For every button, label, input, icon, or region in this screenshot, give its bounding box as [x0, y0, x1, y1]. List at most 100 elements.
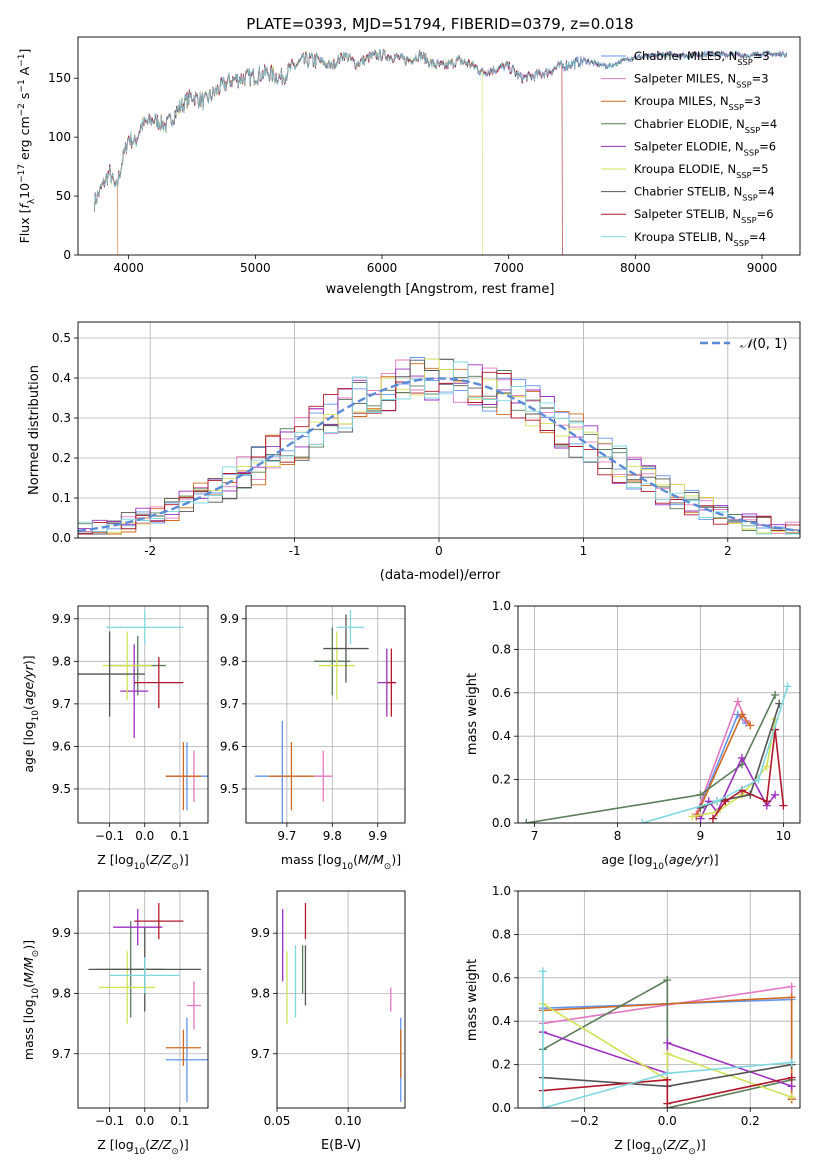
x-tick-label: 9.9 [368, 829, 387, 843]
weight-marker [787, 1082, 796, 1091]
x-tick-label: 0.0 [135, 829, 154, 843]
y-tick-label: 0.3 [52, 411, 71, 425]
weight-marker [737, 710, 746, 719]
errorbar-point-7 [386, 648, 396, 717]
weight-marker [663, 1099, 672, 1108]
x-tick-label: −0.2 [570, 1114, 599, 1128]
errorbar-point-0 [165, 1017, 208, 1102]
axes-frame [276, 890, 406, 1109]
weight-series-6 [700, 703, 781, 809]
y-tick-label: 0.4 [52, 371, 71, 385]
weight-series-8 [642, 686, 789, 823]
x-axis-label: Z [log10(Z/Z⊙)] [614, 1137, 705, 1157]
x-tick-label: -2 [144, 544, 156, 558]
plot-area [522, 682, 792, 823]
mass-weight-vs-age-axes: 7 8 9 10 0.0 0.2 0.4 0.6 0.8 1.0 age [log10(age/yr… [465, 599, 801, 872]
y-axis-label: age [log10(age/yr)] [21, 655, 41, 772]
errorbar-point-2 [165, 742, 201, 811]
weight-marker [787, 993, 796, 1002]
y-axis-label: Flux [fλ10−17 erg cm−2 s−1 A−1] [17, 49, 37, 244]
plot-area [94, 48, 788, 255]
errorbar-point-5 [318, 631, 356, 700]
histogram-series-8 [78, 361, 800, 538]
y-tick-label: 0.0 [492, 816, 511, 830]
errorbar-point-2 [165, 1029, 201, 1066]
x-axis-label: mass [log10(M/M⊙)] [281, 852, 401, 872]
x-axis-label: age [log10(age/yr)] [601, 852, 718, 872]
weight-marker [713, 797, 722, 806]
y-tick-label: 9.8 [220, 654, 239, 668]
weight-marker [771, 690, 780, 699]
axes-frame [517, 605, 801, 824]
weight-marker [787, 1093, 796, 1102]
y-tick-label: 150 [48, 71, 71, 85]
age-vs-mass-axes: 9.7 9.8 9.9 9.5 9.6 9.7 9.8 9.9 mass [log10(M/M⊙… [220, 605, 406, 872]
errorbar-point-2 [268, 742, 315, 811]
errorbar-point-5 [102, 631, 152, 700]
errorbar-point-5 [99, 951, 156, 1024]
errorbar-point-6 [323, 614, 369, 683]
weight-series-3 [526, 694, 776, 823]
x-tick-label: 0 [435, 544, 443, 558]
axes-frame [517, 890, 801, 1109]
y-axis-label: mass weight [465, 959, 480, 1041]
y-tick-label: 9.5 [220, 782, 239, 796]
weight-marker [638, 819, 647, 823]
y-tick-label: 0 [63, 248, 71, 262]
legend-label: Salpeter STELIB, NSSP=6 [634, 207, 774, 225]
x-tick-label: −0.1 [95, 829, 124, 843]
errorbar-point-4 [120, 644, 149, 738]
y-tick-label: 9.8 [52, 654, 71, 668]
y-tick-label: 0.2 [492, 1058, 511, 1072]
errorbar-point-4 [113, 909, 163, 946]
x-tick-label: −0.1 [95, 1114, 124, 1128]
y-tick-label: 1.0 [492, 884, 511, 898]
x-tick-label: 10 [776, 829, 791, 843]
spectrum-axes: 4000 5000 6000 7000 8000 9000 0 50 100 150 Chabrie… [17, 36, 801, 297]
weight-marker [771, 790, 780, 799]
spectrum-series-7 [94, 48, 563, 255]
axes-frame [77, 890, 209, 1109]
weight-marker [663, 975, 672, 984]
x-tick-label: 9000 [747, 261, 778, 275]
plot-area [78, 357, 800, 538]
y-tick-label: 50 [56, 189, 71, 203]
weight-marker [783, 682, 792, 691]
y-tick-label: 0.0 [52, 531, 71, 545]
weight-marker [696, 790, 705, 799]
y-tick-label: 9.9 [220, 612, 239, 626]
y-tick-label: 9.6 [52, 739, 71, 753]
errorbar-point-1 [314, 750, 333, 802]
errorbar-point-8 [336, 610, 365, 645]
legend-label: Chabrier ELODIE, NSSP=4 [634, 117, 777, 135]
plot-area [538, 967, 796, 1108]
y-tick-label: 9.9 [52, 612, 71, 626]
y-axis-label: mass [log10(M/M⊙)] [21, 940, 41, 1060]
weight-series-8 [542, 971, 792, 1108]
y-tick-label: 9.5 [52, 782, 71, 796]
x-tick-label: 0.0 [658, 1114, 677, 1128]
mass-weight-vs-metallicity-axes: −0.2 0.0 0.2 0.0 0.2 0.4 0.6 0.8 1.0 Z [log10(Z/Z… [465, 884, 801, 1157]
y-tick-label: 9.9 [251, 926, 270, 940]
weight-marker [737, 753, 746, 762]
weight-marker [762, 797, 771, 806]
x-tick-label: 4000 [113, 261, 144, 275]
plot-area [78, 610, 208, 811]
legend-label: Chabrier STELIB, NSSP=4 [634, 185, 775, 203]
weight-marker [787, 1073, 796, 1082]
weight-marker [708, 814, 717, 823]
x-tick-label: 9.8 [323, 829, 342, 843]
errorbar-point-3 [314, 627, 351, 696]
x-tick-label: 1 [580, 544, 588, 558]
y-tick-label: 9.8 [52, 986, 71, 1000]
y-tick-label: 0.2 [492, 773, 511, 787]
y-tick-label: 0.8 [492, 927, 511, 941]
legend-label: Chabrier MILES, NSSP=3 [634, 49, 770, 67]
y-tick-label: 0.4 [492, 729, 511, 743]
x-tick-label: 7000 [493, 261, 524, 275]
x-tick-label: 0.1 [170, 1114, 189, 1128]
errorbar-point-8 [106, 610, 184, 645]
weight-series-7 [542, 1076, 792, 1105]
weight-marker [538, 967, 547, 976]
weight-marker [787, 1058, 796, 1067]
